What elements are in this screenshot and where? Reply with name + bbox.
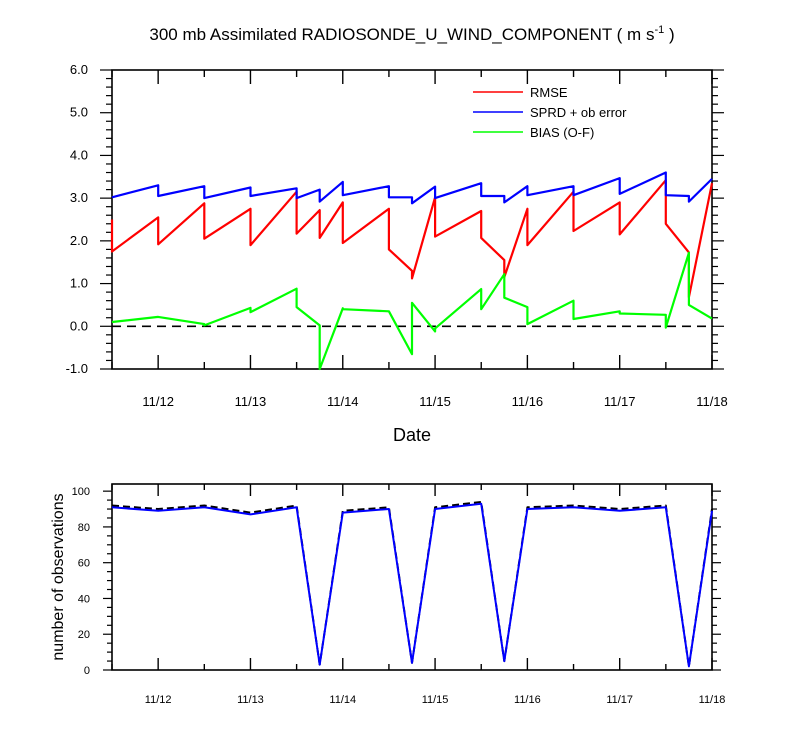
y-tick-label: 3.0 (70, 190, 88, 205)
y-axis-title-observations: number of observations (50, 493, 67, 660)
legend-label-bias: BIAS (O-F) (530, 125, 594, 140)
series-line-bias-o-f (111, 251, 713, 371)
y-tick-label: 1.0 (70, 276, 88, 291)
y-tick-label: 40 (78, 593, 90, 605)
legend: RMSE SPRD + ob error BIAS (O-F) (473, 85, 627, 140)
x-tick-label: 11/15 (422, 694, 449, 706)
y-tick-label: 80 (78, 522, 90, 534)
top-plot: 11/12 11/13 11/14 11/15 11/16 11/17 11/18 -1.0 0… (66, 62, 728, 409)
y-tick-label: 5.0 (70, 105, 88, 120)
legend-label-rmse: RMSE (530, 85, 568, 100)
x-tick-label: 11/13 (235, 394, 267, 409)
x-tick-label: 11/14 (329, 694, 356, 706)
x-tick-label: 11/16 (514, 694, 541, 706)
y-tick-label: 60 (78, 558, 90, 570)
y-tick-label: 6.0 (70, 62, 88, 77)
y-tick-label: 4.0 (70, 147, 88, 162)
chart-title: 300 mb Assimilated RADIOSONDE_U_WIND_COM… (149, 24, 674, 44)
legend-label-sprd: SPRD + ob error (530, 105, 627, 120)
x-axis-title: Date (393, 425, 431, 445)
x-tick-label: 11/18 (696, 394, 728, 409)
x-tick-label: 11/12 (145, 694, 172, 706)
y-tick-label: 20 (78, 629, 90, 641)
y-tick-label: 100 (72, 486, 90, 498)
series-line-possible (111, 500, 713, 668)
x-tick-label: 11/12 (142, 394, 174, 409)
y-tick-label: 2.0 (70, 233, 88, 248)
x-tick-label: 11/17 (604, 394, 636, 409)
x-tick-label: 11/16 (512, 394, 544, 409)
y-tick-label: 0 (84, 665, 90, 677)
plot-frame (111, 483, 713, 671)
bottom-plot: 11/12 11/13 11/14 11/15 11/16 11/17 11/18 0 20 40… (72, 483, 726, 706)
series-line-rmse (110, 179, 714, 299)
x-tick-label: 11/18 (699, 694, 726, 706)
x-tick-label: 11/15 (419, 394, 451, 409)
x-tick-label: 11/14 (327, 394, 359, 409)
y-tick-label: 0.0 (70, 318, 88, 333)
series-line-sprd-ob-error (111, 171, 713, 205)
series-line-assimilated (111, 502, 713, 668)
x-tick-label: 11/13 (237, 694, 264, 706)
x-tick-label: 11/17 (606, 694, 633, 706)
y-tick-label: -1.0 (66, 361, 88, 376)
